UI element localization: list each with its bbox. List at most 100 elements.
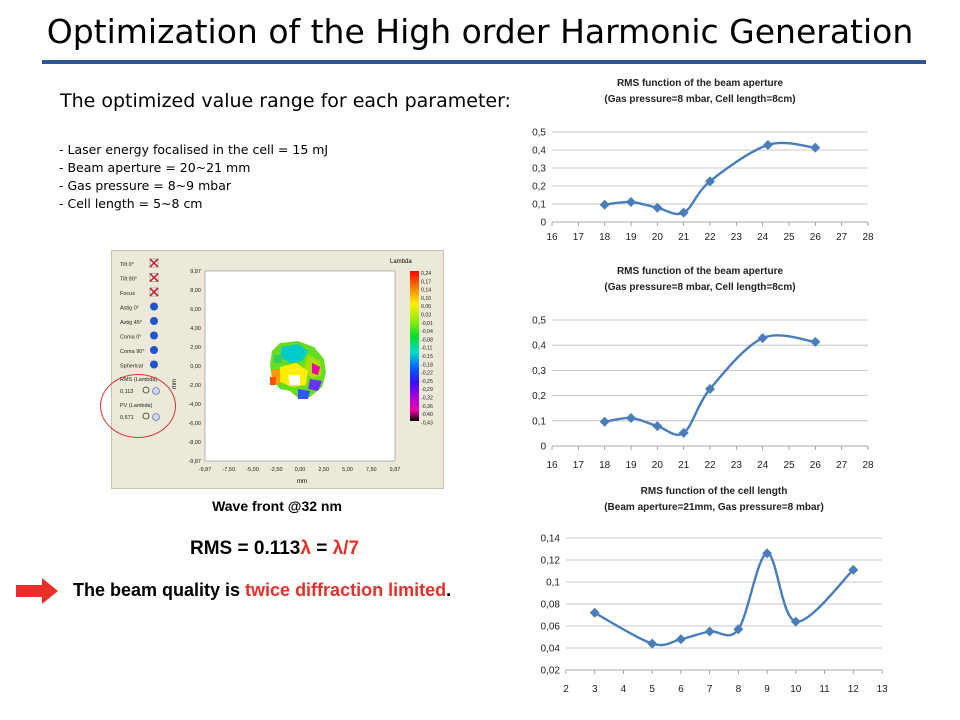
data-point <box>678 207 689 218</box>
data-point <box>704 626 715 637</box>
x-tick-label: 25 <box>783 460 795 471</box>
parameter-list: - Laser energy focalised in the cell = 1… <box>59 141 328 213</box>
blue-dot-icon <box>150 302 158 311</box>
wavefront-y-tick: 2,00 <box>190 345 201 351</box>
rms-beam-aperture-chart-1: RMS function of the beam aperture (Gas pr… <box>532 78 874 243</box>
x-tick-label: 13 <box>876 684 888 695</box>
x-mark-icon <box>149 287 159 297</box>
y-tick-label: 0,12 <box>541 556 561 567</box>
colorbar-ticks: 0,24 0,17 0,14 0,10 0,06 0,03 -0,01 -0,04 -0,08 -… <box>421 271 433 426</box>
colorbar-tick: -0,18 <box>421 362 433 368</box>
colorbar-tick: -0,43 <box>421 420 433 426</box>
data-point <box>599 199 610 210</box>
zernike-label: Astig 0° <box>120 306 139 312</box>
x-tick-label: 18 <box>599 232 611 243</box>
wavefront-y-tick: 0,00 <box>190 364 201 370</box>
y-tick-label: 0,02 <box>541 666 561 677</box>
y-tick-label: 0,04 <box>541 644 561 655</box>
data-point <box>626 413 636 424</box>
y-tick-label: 0 <box>540 218 546 229</box>
zernike-label: Tilt 90° <box>120 277 137 283</box>
x-tick-label: 8 <box>736 684 742 695</box>
wavefront-y-tick: -9,87 <box>188 459 201 465</box>
wavefront-y-tick: 9,87 <box>190 269 201 275</box>
parameter-beam-aperture: - Beam aperture = 20~21 mm <box>59 160 251 175</box>
data-point <box>705 384 715 395</box>
rms-beam-aperture-chart-2: RMS function of the beam aperture (Gas pr… <box>532 266 874 471</box>
colorbar-title: Lambda <box>390 259 412 265</box>
y-tick-label: 0,1 <box>532 416 546 427</box>
colorbar-tick: 0,14 <box>421 288 431 294</box>
data-point <box>810 336 821 347</box>
colorbar-tick: -0,22 <box>421 371 433 377</box>
colorbar-tick: -0,08 <box>421 337 433 343</box>
rms-prefix: RMS = 0.113 <box>190 538 301 559</box>
x-tick-label: 20 <box>652 460 664 471</box>
blue-dot-icon <box>150 360 158 369</box>
rms-lambda-symbol: λ <box>300 538 311 559</box>
data-point <box>647 638 658 649</box>
x-tick-label: 24 <box>757 232 769 243</box>
chart-subtitle: (Gas pressure=8 mbar, Cell length=8cm) <box>604 282 795 293</box>
blue-dot-icon <box>150 317 158 325</box>
blue-dot-icon <box>150 346 158 354</box>
wavefront-x-tick: -7,50 <box>222 467 235 473</box>
data-point <box>589 607 600 618</box>
x-tick-label: 9 <box>764 684 770 695</box>
wavefront-x-tick: 7,50 <box>366 467 377 473</box>
x-mark-icon <box>149 258 159 268</box>
x-tick-label: 16 <box>546 232 558 243</box>
x-tick-label: 24 <box>757 460 769 471</box>
parameters-heading: The optimized value range for each param… <box>60 90 511 112</box>
colorbar-tick: -0,29 <box>421 387 433 393</box>
wavefront-panel: Tilt 0° Tilt 90° Focus Astig 0° Astig 45° Com… <box>111 250 444 489</box>
x-tick-label: 27 <box>836 232 848 243</box>
x-tick-label: 4 <box>621 684 627 695</box>
y-tick-label: 0,3 <box>532 366 546 377</box>
chart-subtitle: (Beam aperture=21mm, Gas pressure=8 mbar… <box>604 502 824 513</box>
colorbar-tick: 0,17 <box>421 279 431 285</box>
x-mark-icon <box>149 272 159 283</box>
x-tick-label: 11 <box>819 684 830 695</box>
zernike-label: Astig 45° <box>120 320 142 326</box>
y-tick-label: 0,4 <box>532 146 546 157</box>
wavefront-x-tick: -9,87 <box>199 467 212 473</box>
x-tick-label: 21 <box>678 232 690 243</box>
data-point <box>652 421 663 432</box>
x-tick-label: 26 <box>810 460 822 471</box>
x-tick-label: 12 <box>848 684 860 695</box>
data-point <box>848 564 859 575</box>
wavefront-x-tick: 5,00 <box>342 467 353 473</box>
colorbar-tick: -0,15 <box>421 354 433 360</box>
x-tick-label: 28 <box>862 460 874 471</box>
zernike-label: Spherical <box>120 364 143 370</box>
x-tick-label: 25 <box>783 232 795 243</box>
wavefront-x-tick: 9,87 <box>390 467 401 473</box>
y-tick-label: 0,1 <box>546 578 560 589</box>
wavefront-x-unit: mm <box>297 479 307 485</box>
wavefront-y-tick: -4,00 <box>188 402 201 408</box>
colorbar-tick: 0,03 <box>421 313 431 319</box>
zernike-label: Coma 90° <box>120 349 145 355</box>
chart-title: RMS function of the cell length <box>641 486 788 497</box>
conclusion-end: . <box>446 580 452 600</box>
data-point <box>675 634 686 645</box>
wavefront-caption: Wave front @32 nm <box>212 498 342 514</box>
colorbar-tick: -0,11 <box>421 346 433 352</box>
wavefront-x-tick: -5,00 <box>246 467 259 473</box>
colorbar-tick: -0,25 <box>421 379 433 385</box>
data-point <box>790 616 801 627</box>
y-tick-label: 0,4 <box>532 341 546 352</box>
wavefront-x-tick: 0,00 <box>295 467 306 473</box>
wavefront-y-axis: 9,87 8,00 6,00 4,00 2,00 0,00 -2,00 -4,00 -6,00 -… <box>188 269 201 465</box>
conclusion-highlight: twice diffraction limited <box>245 580 447 600</box>
right-arrow-icon <box>16 578 58 604</box>
colorbar-tick: 0,06 <box>421 304 431 310</box>
colorbar-tick: -0,36 <box>421 404 433 410</box>
colorbar-tick: 0,24 <box>421 271 431 277</box>
x-tick-label: 23 <box>731 460 743 471</box>
zernike-label: Focus <box>120 291 135 297</box>
wavefront-y-tick: -6,00 <box>188 421 201 427</box>
y-tick-label: 0,2 <box>532 182 546 193</box>
series-line <box>594 552 855 647</box>
